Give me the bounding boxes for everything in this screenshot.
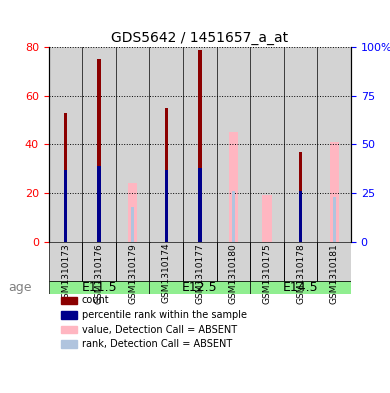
Bar — [198, 50, 202, 242]
Bar — [299, 191, 302, 242]
Bar — [61, 297, 78, 304]
Bar — [317, 242, 351, 281]
Text: value, Detection Call = ABSENT: value, Detection Call = ABSENT — [82, 325, 237, 334]
Bar — [61, 340, 78, 348]
Bar — [149, 242, 183, 281]
Bar — [98, 166, 101, 242]
Bar — [299, 152, 302, 242]
Bar — [183, 242, 217, 281]
Bar — [330, 142, 339, 242]
Bar — [165, 108, 168, 242]
Text: E14.5: E14.5 — [283, 281, 319, 294]
Bar — [82, 47, 116, 242]
Bar — [217, 47, 250, 242]
Bar — [64, 170, 67, 242]
Bar — [250, 242, 284, 281]
Bar — [333, 197, 336, 242]
Bar — [116, 242, 149, 281]
Text: E11.5: E11.5 — [81, 281, 117, 294]
Bar — [131, 207, 135, 242]
Title: GDS5642 / 1451657_a_at: GDS5642 / 1451657_a_at — [111, 31, 289, 45]
Bar — [128, 183, 137, 242]
Text: GSM1310178: GSM1310178 — [296, 243, 305, 304]
Bar — [82, 242, 116, 281]
Bar — [284, 242, 317, 281]
Text: GSM1310174: GSM1310174 — [162, 243, 171, 303]
Text: rank, Detection Call = ABSENT: rank, Detection Call = ABSENT — [82, 339, 232, 349]
Bar — [61, 326, 78, 333]
Text: percentile rank within the sample: percentile rank within the sample — [82, 310, 247, 320]
Text: E12.5: E12.5 — [182, 281, 218, 294]
Bar — [250, 281, 351, 294]
Bar — [49, 242, 82, 281]
Bar — [165, 170, 168, 242]
Text: GSM1310173: GSM1310173 — [61, 243, 70, 304]
Bar — [61, 311, 78, 319]
Bar — [98, 59, 101, 242]
Text: GSM1310177: GSM1310177 — [195, 243, 204, 304]
Bar — [64, 113, 67, 242]
Bar — [317, 47, 351, 242]
Bar — [217, 242, 250, 281]
Text: GSM1310180: GSM1310180 — [229, 243, 238, 304]
Bar — [183, 47, 217, 242]
Bar — [284, 47, 317, 242]
Text: GSM1310176: GSM1310176 — [95, 243, 104, 304]
Bar — [232, 191, 235, 242]
Text: count: count — [82, 295, 110, 305]
Bar — [198, 168, 202, 242]
Bar — [49, 47, 82, 242]
Text: age: age — [9, 281, 32, 294]
Bar — [149, 281, 250, 294]
Bar — [250, 47, 284, 242]
Bar — [116, 47, 149, 242]
Bar — [49, 281, 149, 294]
Text: GSM1310181: GSM1310181 — [330, 243, 339, 304]
Text: GSM1310175: GSM1310175 — [262, 243, 271, 304]
Bar — [229, 132, 238, 242]
Bar — [262, 195, 272, 242]
Bar — [149, 47, 183, 242]
Text: GSM1310179: GSM1310179 — [128, 243, 137, 304]
